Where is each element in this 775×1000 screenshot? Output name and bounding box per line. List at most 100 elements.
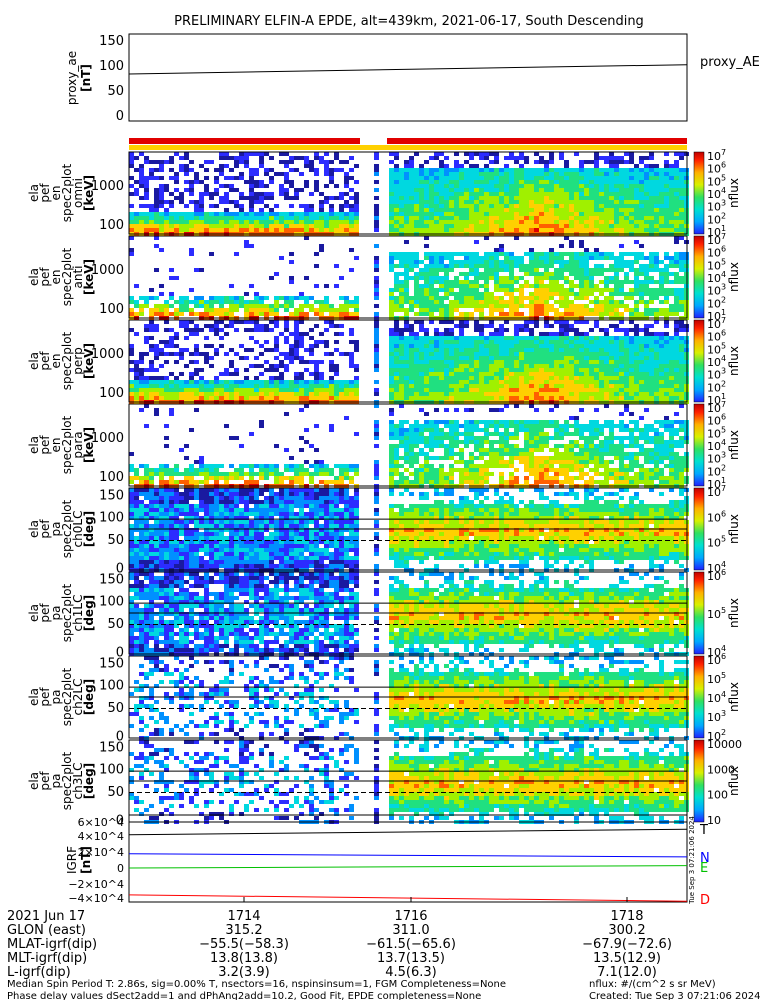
heatmap-cell: [304, 304, 309, 308]
heatmap-cell: [539, 292, 544, 296]
heatmap-cell: [219, 172, 224, 176]
heatmap-cell: [649, 376, 654, 380]
heatmap-cell: [559, 388, 564, 392]
heatmap-cell: [589, 188, 594, 192]
heatmap-cell: [584, 188, 589, 192]
heatmap-cell: [479, 228, 484, 232]
heatmap-cell: [539, 384, 544, 388]
heatmap-cell: [399, 212, 404, 216]
heatmap-cell: [574, 192, 579, 196]
heatmap-cell: [154, 224, 159, 228]
heatmap-cell: [614, 180, 619, 184]
heatmap-cell: [159, 164, 164, 168]
heatmap-cell: [149, 212, 154, 216]
heatmap-cell: [349, 204, 354, 208]
heatmap-cell: [624, 180, 629, 184]
heatmap-cell: [274, 384, 279, 388]
heatmap-cell: [284, 392, 289, 396]
heatmap-cell: [399, 308, 404, 312]
heatmap-cell: [584, 312, 589, 316]
heatmap-cell: [284, 152, 289, 156]
heatmap-cell: [659, 384, 664, 388]
heatmap-cell: [164, 340, 169, 344]
heatmap-cell: [324, 328, 329, 332]
heatmap-cell: [284, 384, 289, 388]
heatmap-cell: [439, 168, 444, 172]
heatmap-cell: [564, 392, 569, 396]
heatmap-cell: [439, 356, 444, 360]
heatmap-cell: [429, 348, 434, 352]
heatmap-cell: [159, 228, 164, 232]
heatmap-cell: [414, 384, 419, 388]
heatmap-cell: [169, 392, 174, 396]
heatmap-cell: [394, 224, 399, 228]
heatmap-cell: [419, 352, 424, 356]
heatmap-cell: [619, 344, 624, 348]
heatmap-cell: [634, 208, 639, 212]
heatmap-cell: [659, 352, 664, 356]
heatmap-cell: [554, 300, 559, 304]
heatmap-cell: [249, 220, 254, 224]
heatmap-cell: [549, 384, 554, 388]
heatmap-cell: [209, 300, 214, 304]
heatmap-cell: [594, 184, 599, 188]
heatmap-cell: [374, 244, 379, 248]
heatmap-cell: [539, 368, 544, 372]
heatmap-cell: [229, 184, 234, 188]
heatmap-cell: [319, 480, 324, 484]
heatmap-cell: [419, 192, 424, 196]
heatmap-cell: [414, 376, 419, 380]
heatmap-cell: [189, 384, 194, 388]
heatmap-cell: [669, 208, 674, 212]
heatmap-cell: [599, 308, 604, 312]
heatmap-cell: [139, 392, 144, 396]
heatmap-cell: [524, 344, 529, 348]
heatmap-cell: [419, 272, 424, 276]
heatmap-cell: [229, 304, 234, 308]
heatmap-cell: [609, 336, 614, 340]
heatmap-cell: [614, 168, 619, 172]
heatmap-cell: [409, 388, 414, 392]
heatmap-cell: [244, 396, 249, 400]
heatmap-cell: [244, 480, 249, 484]
heatmap-cell: [504, 204, 509, 208]
heatmap-cell: [344, 204, 349, 208]
heatmap-cell: [234, 188, 239, 192]
heatmap-cell: [409, 304, 414, 308]
heatmap-cell: [239, 356, 244, 360]
heatmap-cell: [604, 328, 609, 332]
heatmap-cell: [544, 292, 549, 296]
heatmap-cell: [674, 340, 679, 344]
heatmap-cell: [194, 372, 199, 376]
heatmap-cell: [559, 344, 564, 348]
heatmap-cell: [229, 200, 234, 204]
heatmap-cell: [434, 380, 439, 384]
heatmap-cell: [614, 208, 619, 212]
heatmap-cell: [604, 288, 609, 292]
heatmap-cell: [654, 204, 659, 208]
heatmap-cell: [334, 228, 339, 232]
heatmap-cell: [424, 308, 429, 312]
heatmap-cell: [299, 476, 304, 480]
heatmap-cell: [404, 228, 409, 232]
heatmap-cell: [389, 480, 394, 484]
heatmap-cell: [569, 284, 574, 288]
heatmap-cell: [219, 168, 224, 172]
heatmap-cell: [509, 368, 514, 372]
heatmap-cell: [489, 272, 494, 276]
heatmap-cell: [399, 204, 404, 208]
heatmap-cell: [269, 312, 274, 316]
heatmap-cell: [464, 396, 469, 400]
heatmap-cell: [584, 268, 589, 272]
heatmap-cell: [559, 340, 564, 344]
heatmap-cell: [469, 224, 474, 228]
heatmap-cell: [639, 196, 644, 200]
heatmap-cell: [414, 372, 419, 376]
heatmap-cell: [649, 308, 654, 312]
heatmap-cell: [629, 376, 634, 380]
heatmap-cell: [609, 308, 614, 312]
heatmap-cell: [579, 312, 584, 316]
heatmap-cell: [539, 224, 544, 228]
heatmap-cell: [189, 388, 194, 392]
heatmap-cell: [414, 396, 419, 400]
